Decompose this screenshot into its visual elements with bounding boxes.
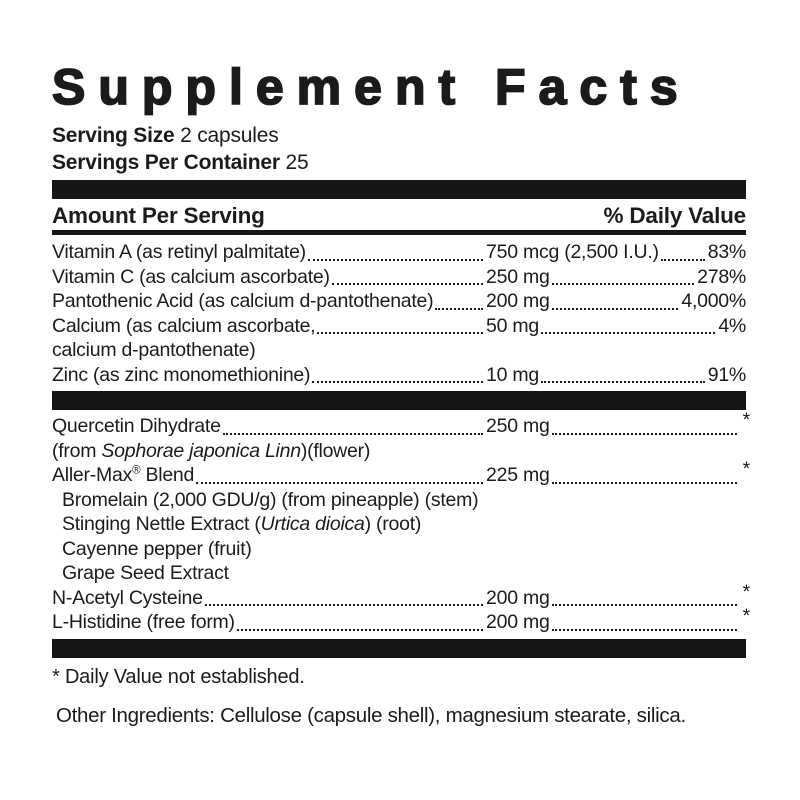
dotted-leader xyxy=(540,381,705,383)
dotted-leader xyxy=(236,628,483,631)
nutrient-amount: 200 mg xyxy=(486,611,550,633)
nutrient-amount: 225 mg xyxy=(486,464,550,486)
blend-item-name: Cayenne pepper (fruit) xyxy=(62,537,252,560)
nutrient-row-n-acetyl-cysteine: N-Acetyl Cysteine 200 mg * xyxy=(52,581,750,611)
nutrient-dv: 83% xyxy=(707,241,747,263)
nutrient-row-quercetin: Quercetin Dihydrate 250 mg * xyxy=(52,409,750,439)
dotted-leader xyxy=(551,604,737,606)
nutrient-dv-asterisk: * xyxy=(742,580,751,603)
supplement-facts-panel: Supplement Facts Serving Size 2 capsules… xyxy=(51,59,750,728)
blend-item-pre: Stinging Nettle Extract ( xyxy=(62,513,261,535)
dotted-leader xyxy=(204,604,483,606)
bottom-divider-bar xyxy=(52,638,746,658)
other-ingredients-line: Other Ingredients: Cellulose (capsule sh… xyxy=(56,703,686,727)
nutrient-dv: 278% xyxy=(697,265,746,288)
nutrient-name: Vitamin C (as calcium ascorbate) xyxy=(52,265,330,288)
nutrient-name-continuation: calcium d-pantothenate) xyxy=(52,339,256,361)
amount-per-serving-header: Amount Per Serving xyxy=(52,203,265,228)
dotted-leader xyxy=(551,432,737,435)
daily-value-footnote: * Daily Value not established. xyxy=(52,665,305,688)
column-header-row: Amount Per Serving % Daily Value xyxy=(52,199,746,229)
registered-trademark-symbol: ® xyxy=(132,464,141,477)
vitamin-rows-section: Vitamin A (as retinyl palmitate) 750 mcg… xyxy=(52,240,746,387)
nutrient-row-zinc: Zinc (as zinc monomethionine) 10 mg 91% xyxy=(52,363,746,388)
dotted-leader xyxy=(551,283,695,285)
dotted-leader xyxy=(307,258,483,261)
dotted-leader xyxy=(540,332,716,334)
nutrient-row-calcium: Calcium (as calcium ascorbate, 50 mg 4% xyxy=(52,314,746,339)
serving-size-line: Serving Size 2 capsules xyxy=(52,122,746,149)
dotted-leader xyxy=(312,381,483,383)
blend-name-rest: Blend xyxy=(140,464,195,486)
nutrient-name: Calcium (as calcium ascorbate, xyxy=(52,314,316,337)
nutrient-name: Vitamin A (as retinyl palmitate) xyxy=(52,241,306,263)
source-pre: (from xyxy=(52,439,102,462)
dotted-leader xyxy=(660,258,705,261)
mid-divider-bar xyxy=(52,391,746,410)
servings-per-container-value: 25 xyxy=(285,151,309,174)
blend-item-name: Bromelain (2,000 GDU/g) (from pineapple)… xyxy=(62,488,479,511)
blend-item-stinging-nettle: Stinging Nettle Extract (Urtica dioica) … xyxy=(52,512,746,537)
daily-value-header: % Daily Value xyxy=(603,203,747,228)
blend-item-bromelain: Bromelain (2,000 GDU/g) (from pineapple)… xyxy=(52,488,746,513)
blend-item-post: ) (root) xyxy=(364,513,422,535)
nutrient-row-pantothenic-acid: Pantothenic Acid (as calcium d-pantothen… xyxy=(52,289,746,314)
nutrient-row-allermax-blend: Aller-Max® Blend 225 mg * xyxy=(52,458,750,488)
blend-item-cayenne: Cayenne pepper (fruit) xyxy=(52,537,746,562)
blend-name: Aller-Max xyxy=(52,464,133,486)
nutrient-amount: 200 mg xyxy=(486,586,550,609)
dotted-leader xyxy=(196,481,483,484)
dotted-leader xyxy=(551,481,737,484)
nutrient-amount: 50 mg xyxy=(486,314,539,337)
blend-rows-section: Quercetin Dihydrate 250 mg * (from Sopho… xyxy=(52,409,750,635)
nutrient-name: Quercetin Dihydrate xyxy=(52,415,221,437)
dotted-leader xyxy=(551,307,679,310)
quercetin-source-line: (from Sophorae japonica Linn)(flower) xyxy=(52,439,746,464)
nutrient-amount: 250 mg xyxy=(486,415,550,437)
dotted-leader xyxy=(331,283,483,285)
nutrient-dv-asterisk: * xyxy=(742,605,751,627)
dotted-leader xyxy=(435,307,483,310)
nutrient-dv: 4% xyxy=(718,314,746,337)
blend-item-name: Grape Seed Extract xyxy=(62,562,229,584)
nutrient-amount: 250 mg xyxy=(486,265,550,288)
nutrient-dv: 91% xyxy=(707,363,747,386)
nutrient-amount: 10 mg xyxy=(486,363,539,386)
nutrient-row-calcium-continuation: calcium d-pantothenate) xyxy=(52,338,746,363)
header-rule xyxy=(52,230,746,235)
nutrient-dv-asterisk: * xyxy=(742,458,751,480)
nutrient-name: Pantothenic Acid (as calcium d-pantothen… xyxy=(52,290,434,312)
source-botanical-name: Sophorae japonica Linn xyxy=(101,439,301,462)
servings-per-container-line: Servings Per Container 25 xyxy=(52,149,746,176)
nutrient-amount: 200 mg xyxy=(486,290,550,312)
servings-per-container-label: Servings Per Container xyxy=(52,151,280,174)
dotted-leader xyxy=(551,628,737,631)
nutrient-name: Zinc (as zinc monomethionine) xyxy=(52,363,311,386)
nutrient-amount: 750 mcg (2,500 I.U.) xyxy=(486,241,659,263)
nutrient-dv: 4,000% xyxy=(681,290,746,312)
nutrient-row-vitamin-c: Vitamin C (as calcium ascorbate) 250 mg … xyxy=(52,265,746,290)
dotted-leader xyxy=(222,432,483,435)
dotted-leader xyxy=(317,332,483,334)
supplement-facts-title: Supplement Facts xyxy=(51,59,691,115)
blend-item-grape-seed: Grape Seed Extract xyxy=(52,561,746,586)
source-post: )(flower) xyxy=(300,439,371,462)
nutrient-name: L-Histidine (free form) xyxy=(52,611,235,633)
top-divider-bar xyxy=(52,180,746,199)
serving-size-value: 2 capsules xyxy=(180,124,279,147)
nutrient-row-vitamin-a: Vitamin A (as retinyl palmitate) 750 mcg… xyxy=(52,240,746,265)
serving-size-label: Serving Size xyxy=(52,124,175,147)
nutrient-row-l-histidine: L-Histidine (free form) 200 mg * xyxy=(52,605,750,635)
nutrient-name: N-Acetyl Cysteine xyxy=(52,586,203,609)
botanical-name: Urtica dioica xyxy=(260,513,365,535)
nutrient-dv-asterisk: * xyxy=(742,409,751,431)
